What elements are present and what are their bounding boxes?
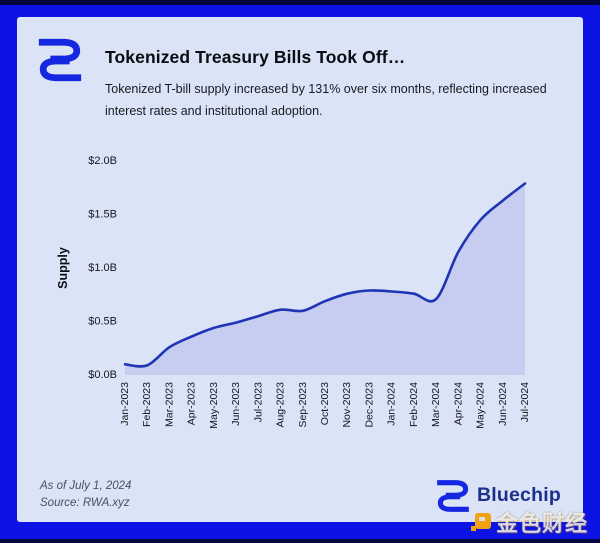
y-tick-label: $1.0B [88,262,117,274]
y-tick-label: $1.5B [88,209,117,221]
supply-area-chart: $0.0B $0.5B $1.0B $1.5B $2.0B Supply Jan-2023 F… [56,155,531,429]
x-tick-label: Jul-2023 [252,382,264,422]
watermark-label: 金色财经 [496,511,589,536]
x-tick-label: Aug-2023 [275,382,287,428]
x-tick-label: Jun-2023 [230,382,242,426]
x-tick-label: Mar-2023 [163,382,175,427]
x-tick-label: Jan-2023 [119,382,131,426]
source-label: Source: RWA.xyz [40,496,130,509]
page-subtitle: Tokenized T-bill supply increased by 131… [105,82,547,118]
x-tick-label: Jul-2024 [519,382,531,422]
x-tick-label: Apr-2024 [452,382,464,425]
jinse-finance-icon [471,513,491,531]
x-tick-label: Feb-2024 [408,382,420,427]
as-of-date: As of July 1, 2024 [40,480,132,492]
y-axis-title: Supply [56,247,70,289]
x-tick-label: Oct-2023 [319,382,331,425]
x-tick-label: May-2024 [475,382,487,429]
bluechip-logo-icon [38,38,82,82]
y-tick-label: $0.0B [88,369,117,381]
x-tick-label: Apr-2023 [186,382,198,425]
footer-attribution: As of July 1, 2024 Source: RWA.xyz [40,478,131,511]
frame-dark-strip-top [0,0,600,5]
brand-wordmark: Bluechip [477,484,561,506]
x-tick-label: Jun-2024 [497,382,509,426]
bluechip-logo-icon [437,480,469,512]
x-tick-label: Mar-2024 [430,382,442,427]
frame-dark-strip-bottom [0,539,600,543]
x-tick-label: Feb-2023 [141,382,153,427]
infographic-card: Tokenized Treasury Bills Took Off… Token… [17,17,583,522]
x-tick-label: Jan-2024 [386,382,398,426]
supply-area-fill [125,183,525,375]
supply-line [123,182,527,368]
footer-brand: Bluechip [435,476,575,516]
watermark: 金色财经 [470,506,588,538]
y-tick-label: $2.0B [88,155,117,167]
x-tick-label: Sep-2023 [297,382,309,428]
x-tick-label: Nov-2023 [341,382,353,428]
x-tick-label: Dec-2023 [363,382,375,428]
x-tick-label: May-2023 [208,382,220,429]
page-title: Tokenized Treasury Bills Took Off… [105,47,406,67]
y-tick-label: $0.5B [88,316,117,328]
